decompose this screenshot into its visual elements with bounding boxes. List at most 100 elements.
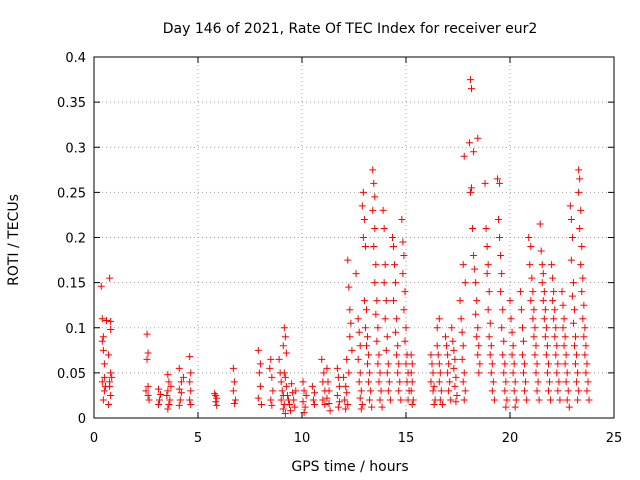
y-tick-label: 0.25 [57,186,86,201]
data-point [268,373,276,381]
data-point [476,360,484,368]
data-point [445,387,453,395]
data-point [380,224,388,232]
data-point [107,369,115,377]
data-point [486,351,494,359]
data-point [393,351,401,359]
data-point [176,396,184,404]
data-point [344,400,352,408]
x-tick-label: 0 [90,431,98,446]
data-point [390,243,398,251]
data-point [310,400,318,408]
data-point [544,360,552,368]
data-point [502,378,510,386]
data-point [354,355,362,363]
data-point [175,385,183,393]
data-point [508,328,516,336]
data-point [543,369,551,377]
data-point [427,351,435,359]
data-point [394,342,402,350]
data-point [179,373,187,381]
data-point [409,396,417,404]
data-point [397,396,405,404]
data-point [290,396,298,404]
data-point [450,364,458,372]
data-point [558,288,566,296]
data-point [562,351,570,359]
data-point [521,360,529,368]
data-point [475,342,483,350]
data-point [186,378,194,386]
data-point [498,270,506,278]
y-tick-label: 0.2 [65,232,86,247]
data-point [281,409,289,417]
data-point [466,188,474,196]
data-point [100,360,108,368]
data-point [358,400,366,408]
data-point [473,297,481,305]
data-point [449,337,457,345]
data-point [574,396,582,404]
y-tick-label: 0.3 [65,141,86,156]
data-point [372,310,380,318]
data-point [459,342,467,350]
data-point [481,179,489,187]
data-point [374,360,382,368]
data-point [318,355,326,363]
data-point [392,328,400,336]
data-point [502,403,510,411]
data-point [359,234,367,241]
data-point [526,261,534,269]
data-point [579,315,587,323]
data-point [511,403,519,411]
data-point [300,387,308,395]
data-point [488,360,496,368]
data-point [291,403,299,411]
data-point [430,382,438,390]
data-point [539,270,547,278]
data-point [475,369,483,377]
data-point [553,342,561,350]
data-point [547,396,555,404]
data-point [278,387,286,395]
data-point [97,282,105,290]
data-point [362,306,370,314]
data-point [383,333,391,341]
data-point [447,396,455,404]
data-point [107,391,115,399]
data-point [371,279,379,287]
data-point [388,234,396,241]
data-point [548,261,556,269]
data-point [473,333,481,341]
data-point [375,378,383,386]
data-point [394,369,402,377]
data-point [500,369,508,377]
data-point [541,333,549,341]
data-point [561,333,569,341]
data-point [144,391,152,399]
data-point [323,394,331,402]
data-point [165,400,173,408]
data-point [407,351,415,359]
data-point [374,324,382,332]
data-point [487,369,495,377]
data-point [361,243,369,251]
data-point [570,342,578,350]
data-point [142,387,150,395]
data-point [289,389,297,397]
data-point [582,369,590,377]
data-point [324,378,332,386]
data-point [267,355,275,363]
data-point [531,324,539,332]
data-point [341,396,349,404]
data-point [333,364,341,372]
data-point [288,380,296,388]
data-point [164,387,172,395]
x-tick-label: 15 [398,431,415,446]
data-point [543,342,551,350]
y-tick-label: 0.4 [65,51,86,66]
data-point [365,378,373,386]
data-point [555,378,563,386]
data-point [357,405,365,413]
data-point [335,398,343,406]
